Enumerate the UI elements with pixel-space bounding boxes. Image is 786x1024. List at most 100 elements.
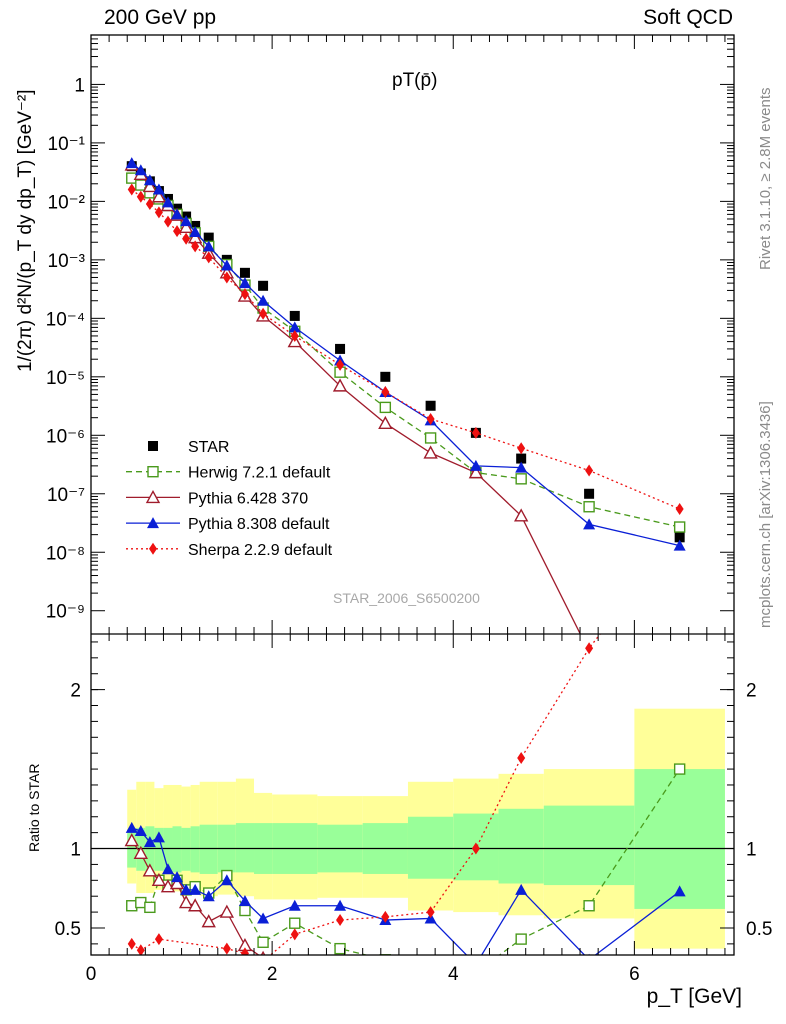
series-line-pythia xyxy=(131,162,680,547)
ratio-point xyxy=(471,967,481,977)
ratio-point xyxy=(257,936,269,948)
ratio-point xyxy=(471,842,480,855)
ratio-point xyxy=(152,831,165,843)
ratio-point xyxy=(240,947,249,955)
x-tick-label: 0 xyxy=(86,964,97,985)
data-point xyxy=(161,196,174,208)
band-inner xyxy=(163,827,173,871)
ratio-point xyxy=(673,885,686,897)
ratio-point xyxy=(187,898,203,912)
ratio-point xyxy=(127,937,136,950)
data-point xyxy=(379,401,392,414)
ratio-y-tick-label: 2 xyxy=(70,681,81,702)
ratio-point xyxy=(144,901,156,914)
data-point xyxy=(180,215,193,227)
y-tick-label: 10⁻⁷ xyxy=(47,485,85,506)
ratio-uncertainty-bands xyxy=(91,708,734,949)
y-tick-label: 10⁻¹ xyxy=(48,134,86,155)
y-tick-label: 10⁻⁸ xyxy=(46,543,85,564)
ratio-point xyxy=(189,883,202,895)
y-tick-label: 10⁻² xyxy=(48,192,86,213)
data-point xyxy=(380,371,391,382)
data-point xyxy=(190,220,201,231)
ratio-point xyxy=(169,876,185,890)
legend-marker xyxy=(147,466,159,478)
data-point xyxy=(154,206,163,219)
y-tick-label: 10⁻⁴ xyxy=(46,309,85,330)
ratio-point xyxy=(220,874,233,886)
ratio-point xyxy=(161,863,174,875)
band-inner xyxy=(145,826,155,873)
y-tick-label: 1 xyxy=(74,75,85,96)
ratio-ylabel: Ratio to STAR xyxy=(26,763,42,852)
mcplots-label: mcplots.cern.ch [arXiv:1306.3436] xyxy=(757,401,774,628)
legend-label: Pythia 6.428 370 xyxy=(188,490,308,507)
data-point xyxy=(469,459,482,471)
data-point xyxy=(204,251,213,264)
data-point xyxy=(178,219,194,234)
x-axis-label: p_T [GeV] xyxy=(646,985,742,1008)
ratio-y-tick-label: 0.5 xyxy=(55,919,81,940)
data-point xyxy=(239,267,250,278)
ratio-point xyxy=(426,906,435,919)
legend-label: Sherpa 2.2.9 default xyxy=(188,542,333,559)
data-point xyxy=(127,183,136,196)
data-point xyxy=(151,189,167,203)
data-point xyxy=(142,178,158,193)
data-point xyxy=(203,232,214,243)
data-point xyxy=(143,174,156,186)
band-inner xyxy=(235,823,255,873)
ratio-point xyxy=(178,895,194,909)
data-point xyxy=(426,412,435,425)
x-tick-label: 6 xyxy=(629,964,640,985)
data-point xyxy=(125,157,138,169)
data-point xyxy=(152,183,165,195)
ratio-point xyxy=(202,890,215,902)
ratio-point xyxy=(134,825,147,837)
band-inner xyxy=(498,808,544,884)
ratio-point xyxy=(133,845,148,859)
ratio-point xyxy=(334,899,347,911)
ratio-series-layer xyxy=(124,634,686,977)
data-point xyxy=(191,240,200,253)
ratio-point xyxy=(260,950,266,955)
ratio-y-tick-label-right: 1 xyxy=(746,840,757,861)
header-left: 200 GeV pp xyxy=(104,6,217,29)
ratio-point xyxy=(426,958,436,968)
ratio-line-pythia xyxy=(131,827,681,955)
ratio-point xyxy=(239,904,251,917)
y-tick-label: 10⁻⁶ xyxy=(46,426,85,447)
ratio-point xyxy=(379,954,392,955)
data-point xyxy=(513,508,529,522)
ratio-point xyxy=(515,933,527,945)
data-point xyxy=(381,385,390,398)
x-tick-label: 2 xyxy=(267,964,278,985)
ratio-point xyxy=(222,942,231,955)
ratio-point xyxy=(517,751,526,764)
ratio-point xyxy=(583,900,595,912)
ratio-point xyxy=(288,899,301,911)
ratio-point xyxy=(142,863,158,877)
data-point xyxy=(583,501,595,513)
data-point xyxy=(378,415,393,430)
y-tick-label: 10⁻³ xyxy=(48,251,86,272)
data-point xyxy=(136,190,145,203)
data-point xyxy=(222,271,231,284)
ratio-point xyxy=(171,871,184,883)
data-point xyxy=(515,473,527,485)
ratio-point xyxy=(673,763,686,775)
data-point xyxy=(468,465,484,479)
ratio-point xyxy=(334,942,346,955)
main-title: pT(p̄) xyxy=(392,70,438,91)
ratio-point xyxy=(201,914,216,928)
data-point xyxy=(257,294,270,306)
legend: STAR Herwig 7.2.1 default Pythia 6.428 370… xyxy=(126,439,333,559)
ratio-point xyxy=(154,933,163,946)
band-inner xyxy=(190,826,200,873)
data-point xyxy=(517,442,526,455)
y-tick-label: 10⁻⁵ xyxy=(46,368,85,389)
ratio-point xyxy=(238,894,251,906)
data-point xyxy=(258,280,269,291)
legend-label: Herwig 7.2.1 default xyxy=(188,465,331,482)
data-point xyxy=(516,453,527,464)
